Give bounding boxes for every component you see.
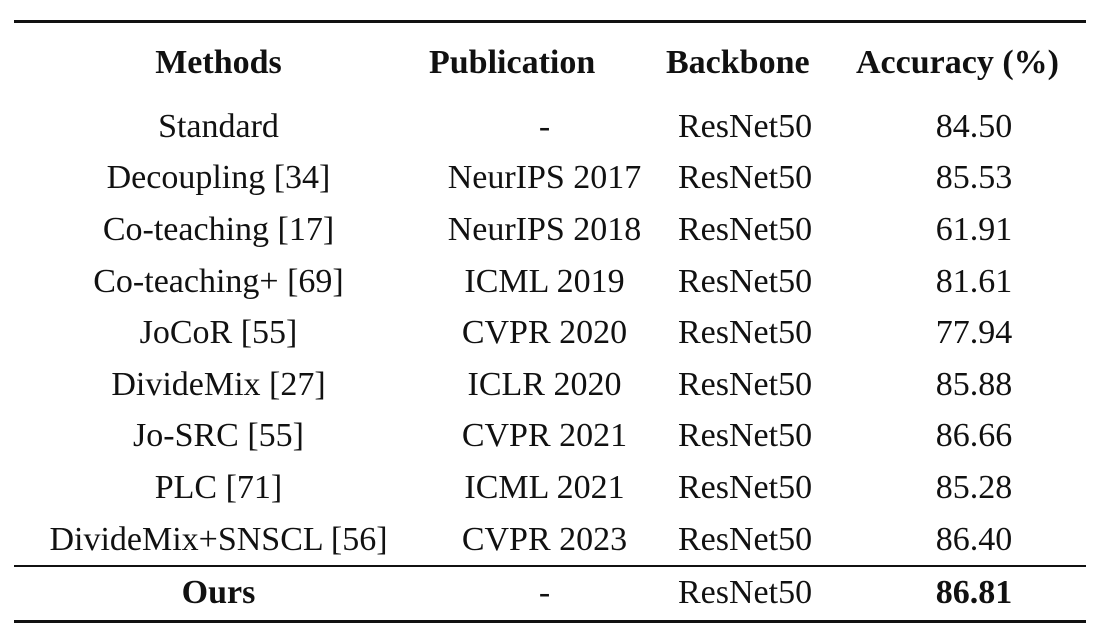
backbone-cell: ResNet50 [678, 365, 813, 403]
ours-accuracy-cell: 86.81 [935, 574, 1013, 612]
header-backbone: Backbone [666, 44, 810, 81]
accuracy-cell: 86.66 [935, 417, 1013, 455]
ours-publication-cell: - [538, 574, 551, 612]
table-row: Co-teaching [17] NeurIPS 2018 ResNet50 6… [14, 204, 1086, 256]
method-cell: Co-teaching+ [69] [93, 262, 344, 300]
ours-method-cell: Ours [181, 574, 256, 612]
backbone-cell: ResNet50 [678, 159, 813, 197]
table-header-row: Methods Publication Backbone Accuracy (%… [14, 23, 1086, 101]
publication-cell: CVPR 2020 [461, 314, 628, 352]
backbone-cell: ResNet50 [678, 262, 813, 300]
publication-cell: CVPR 2023 [461, 520, 628, 558]
method-cell: PLC [71] [154, 468, 283, 506]
table-body: Standard - ResNet50 84.50 Decoupling [34… [14, 101, 1086, 565]
method-cell: Co-teaching [17] [102, 210, 335, 248]
accuracy-cell: 61.91 [935, 210, 1013, 248]
accuracy-cell: 77.94 [935, 314, 1013, 352]
publication-cell: ICML 2021 [464, 468, 625, 506]
results-table: Methods Publication Backbone Accuracy (%… [14, 20, 1086, 623]
backbone-cell: ResNet50 [678, 520, 813, 558]
table-row: Standard - ResNet50 84.50 [14, 101, 1086, 153]
table-row: JoCoR [55] CVPR 2020 ResNet50 77.94 [14, 307, 1086, 359]
publication-cell: ICML 2019 [464, 262, 625, 300]
method-cell: DivideMix+SNSCL [56] [49, 520, 388, 558]
table-row: Jo-SRC [55] CVPR 2021 ResNet50 86.66 [14, 411, 1086, 463]
table-row: Decoupling [34] NeurIPS 2017 ResNet50 85… [14, 153, 1086, 205]
method-cell: DivideMix [27] [111, 365, 326, 403]
accuracy-cell: 85.28 [935, 468, 1013, 506]
method-cell: JoCoR [55] [139, 314, 298, 352]
bottom-rule [14, 619, 1086, 623]
accuracy-cell: 85.53 [935, 159, 1013, 197]
header-methods: Methods [155, 44, 282, 81]
accuracy-cell: 86.40 [935, 520, 1013, 558]
table-row: DivideMix+SNSCL [56] CVPR 2023 ResNet50 … [14, 514, 1086, 566]
accuracy-cell: 84.50 [935, 107, 1013, 145]
table-row: DivideMix [27] ICLR 2020 ResNet50 85.88 [14, 359, 1086, 411]
ours-row: Ours - ResNet50 86.81 [14, 567, 1086, 620]
header-publication: Publication [429, 44, 596, 81]
header-accuracy: Accuracy (%) [856, 44, 1059, 81]
accuracy-cell: 85.88 [935, 365, 1013, 403]
ours-backbone-cell: ResNet50 [678, 574, 813, 612]
publication-cell: ICLR 2020 [467, 365, 622, 403]
mid-rule [14, 565, 1086, 567]
table-row: Co-teaching+ [69] ICML 2019 ResNet50 81.… [14, 256, 1086, 308]
publication-cell: CVPR 2021 [461, 417, 628, 455]
backbone-cell: ResNet50 [678, 210, 813, 248]
backbone-cell: ResNet50 [678, 468, 813, 506]
method-cell: Decoupling [34] [106, 159, 331, 197]
backbone-cell: ResNet50 [678, 107, 813, 145]
accuracy-cell: 81.61 [935, 262, 1013, 300]
top-rule [14, 20, 1086, 23]
publication-cell: NeurIPS 2017 [447, 159, 642, 197]
backbone-cell: ResNet50 [678, 314, 813, 352]
publication-cell: NeurIPS 2018 [447, 210, 642, 248]
table-row: PLC [71] ICML 2021 ResNet50 85.28 [14, 462, 1086, 514]
publication-cell: - [538, 107, 551, 145]
backbone-cell: ResNet50 [678, 417, 813, 455]
method-cell: Jo-SRC [55] [133, 417, 304, 455]
method-cell: Standard [158, 107, 279, 145]
